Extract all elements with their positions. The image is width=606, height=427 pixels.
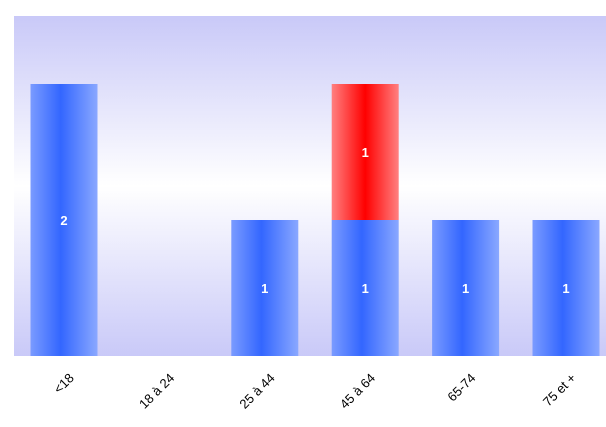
bar-0-4 [432, 220, 500, 356]
bar-value-label-0-4: 1 [462, 281, 469, 296]
bar-0-2 [231, 220, 299, 356]
bar-value-label-0-0: 2 [60, 213, 67, 228]
bar-value-label-0-3: 1 [362, 281, 369, 296]
bars-group: 2 1 1 1 1 1 [30, 84, 600, 356]
x-tick-label-3: 45 à 64 [337, 370, 378, 411]
x-tick-labels: <18 18 à 24 25 à 44 45 à 64 65-74 75 et + [51, 370, 579, 411]
bar-value-label-0-5: 1 [562, 281, 569, 296]
bar-0-0 [30, 84, 98, 356]
x-tick-label-5: 75 et + [540, 370, 579, 409]
x-tick-label-0: <18 [51, 370, 77, 396]
x-tick-label-2: 25 à 44 [236, 370, 277, 411]
bar-0-3 [331, 220, 399, 356]
plot-background [14, 16, 606, 356]
bar-1-3 [331, 84, 399, 220]
bar-value-label-0-2: 1 [261, 281, 268, 296]
x-tick-label-1: 18 à 24 [136, 370, 177, 411]
bar-value-label-1-3: 1 [362, 145, 369, 160]
bar-0-5 [532, 220, 600, 356]
x-tick-label-4: 65-74 [444, 370, 478, 404]
